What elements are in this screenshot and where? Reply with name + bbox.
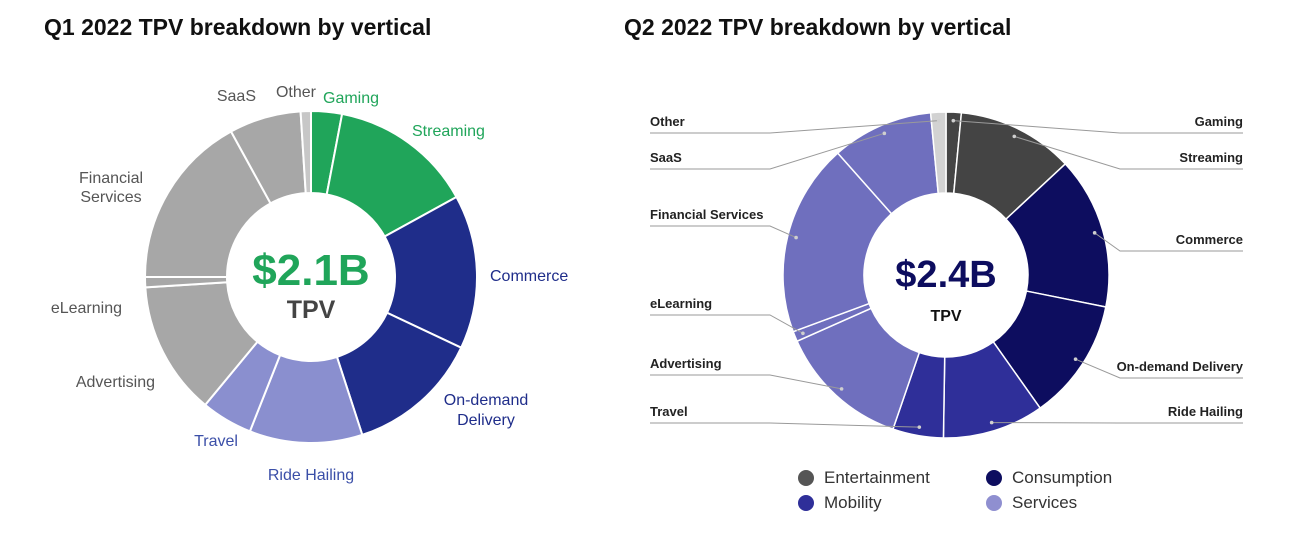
q2-label-saas: SaaS [650,150,682,165]
q2-label-advertising: Advertising [650,356,722,371]
legend-swatch-consumption [986,470,1002,486]
q2-leader-financial-services [650,225,797,239]
legend-swatch-services [986,495,1002,511]
legend-item-consumption: Consumption [986,468,1112,488]
q2-label-commerce: Commerce [1176,232,1243,247]
q1-center-value: $2.1B [252,246,369,295]
legend-item-services: Services [986,493,1077,513]
q2-leader-dot-travel [917,425,922,429]
q2-legend: Entertainment Consumption Mobility Services [798,468,1178,522]
q2-donut-chart: Gaming Streaming Commerce On-demand Deliver… [650,111,1244,439]
q2-label-financial-services: Financial Services [650,207,763,222]
q2-center-label: TPV [930,308,961,325]
q1-label-other: Other [276,84,317,101]
legend-swatch-entertainment [798,470,814,486]
q1-slice-other [299,109,312,195]
q2-leader-advertising [650,374,842,390]
q2-leader-dot-on-demand-delivery [1073,357,1078,361]
q2-leader-travel [650,422,920,428]
q1-chart-title: Q1 2022 TPV breakdown by vertical [44,14,432,40]
q2-leader-other [650,120,939,134]
legend-label-services: Services [1012,493,1078,512]
q2-label-travel: Travel [650,404,688,419]
legend-swatch-mobility [798,495,814,511]
q1-label-advertising: Advertising [76,374,155,391]
q1-label-ride-hailing: Ride Hailing [268,467,354,484]
q2-leader-elearning [650,314,804,334]
q2-leader-saas [650,132,885,170]
q1-label-gaming: Gaming [323,90,379,107]
q2-leader-dot-elearning [801,331,805,336]
q1-label-travel: Travel [194,433,238,450]
q2-label-on-demand-delivery: On-demand Delivery [1117,359,1244,374]
legend-label-mobility: Mobility [824,493,882,512]
q2-leader-gaming [953,120,1243,134]
q1-label-on-demand-delivery-line1: On-demand [444,392,529,409]
q2-label-gaming: Gaming [1195,114,1243,129]
legend-label-consumption: Consumption [1012,468,1113,487]
q1-donut-chart: Gaming Streaming Commerce On-demand Delivery… [51,84,569,484]
q2-label-other: Other [650,114,685,129]
q2-leader-on-demand-delivery [1075,358,1243,379]
q2-label-elearning: eLearning [650,296,712,311]
legend-label-entertainment: Entertainment [824,468,930,487]
q1-center-label: TPV [287,296,336,324]
q1-label-financial-services-line1: Financial [79,170,143,187]
q2-leader-dot-advertising [839,387,844,391]
q2-chart-title: Q2 2022 TPV breakdown by vertical [624,14,1012,40]
q1-label-commerce: Commerce [490,268,568,285]
legend-item-mobility: Mobility [798,493,882,513]
q2-leader-dot-commerce [1092,231,1097,235]
q1-label-elearning: eLearning [51,300,122,317]
q2-leader-streaming [1014,135,1243,170]
q2-slice-financial-services [782,152,893,333]
q2-leader-dot-gaming [951,118,956,123]
q2-leader-dot-saas [882,131,887,136]
q1-label-saas: SaaS [217,88,256,105]
q2-leader-dot-other [936,118,941,123]
q2-center-value: $2.4B [895,254,996,296]
q2-leader-dot-streaming [1012,134,1017,139]
q2-leader-commerce [1094,232,1243,252]
q1-label-financial-services-line2: Services [80,189,141,206]
q1-label-on-demand-delivery-line2: Delivery [457,412,515,429]
q1-slice-financial-services [143,130,272,278]
q2-leader-dot-financial-services [794,235,798,240]
legend-item-entertainment: Entertainment [798,468,930,488]
q2-leader-dot-ride-hailing [989,420,994,425]
q1-label-streaming: Streaming [412,123,485,140]
q2-label-streaming: Streaming [1179,150,1243,165]
q2-slice-other [929,111,947,195]
q2-label-ride-hailing: Ride Hailing [1168,404,1243,419]
